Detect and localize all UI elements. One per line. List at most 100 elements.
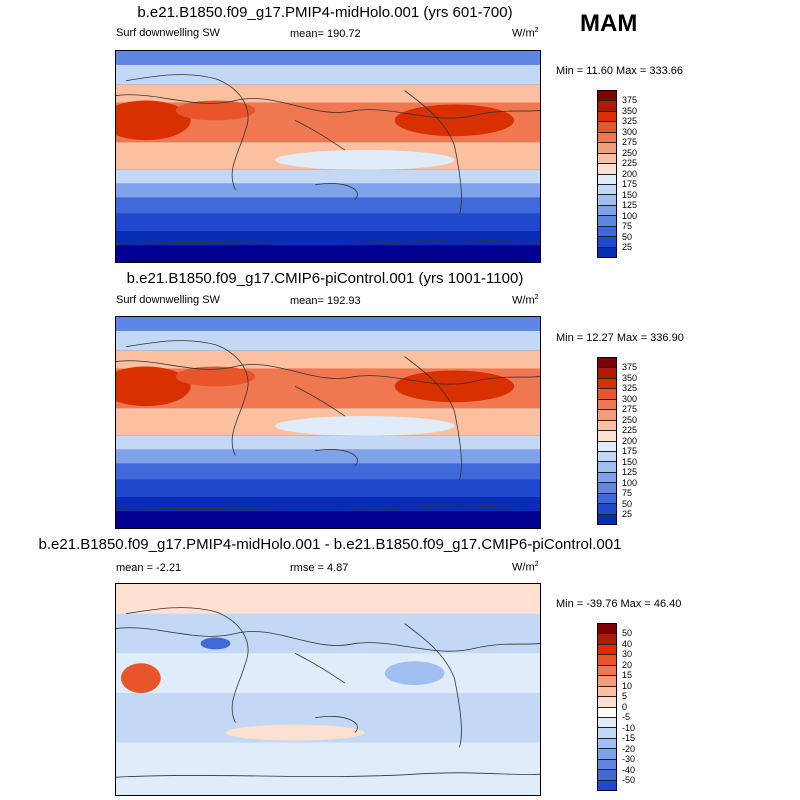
colorbar-tick-label: 275 — [622, 404, 638, 414]
colorbar-cell — [598, 111, 616, 123]
colorbar-cell — [598, 504, 616, 515]
colorbar-cell — [598, 237, 616, 248]
colorbar-cell — [598, 143, 616, 154]
colorbar-cell — [598, 399, 616, 411]
colorbar-tick-label: 200 — [622, 169, 638, 179]
colorbar-cell — [598, 358, 616, 369]
colorbar-cell — [598, 780, 616, 790]
colorbar-cell — [598, 676, 616, 687]
panel-1-mean: mean= 190.72 — [290, 28, 361, 40]
colorbar-cell — [598, 368, 616, 379]
colorbar-cell — [598, 759, 616, 771]
colorbar-tick-label: 250 — [622, 415, 638, 425]
colorbar-cell — [598, 686, 616, 698]
colorbar-cell — [598, 738, 616, 750]
colorbar-tick-label: -10 — [622, 723, 636, 733]
panel-1-colorbar — [597, 90, 617, 258]
panel-1-variable-label: Surf downwelling SW — [116, 27, 220, 39]
colorbar-cell — [598, 389, 616, 400]
colorbar-cell — [598, 431, 616, 442]
colorbar-tick-label: 250 — [622, 148, 638, 158]
panel-1-title: b.e21.B1850.f09_g17.PMIP4-midHolo.001 (y… — [137, 4, 513, 21]
colorbar-tick-label: 275 — [622, 137, 638, 147]
colorbar-tick-label: 325 — [622, 383, 638, 393]
panel-3-rmse: rmse = 4.87 — [290, 562, 349, 574]
colorbar-tick-label: 25 — [622, 242, 633, 252]
colorbar-tick-label: 125 — [622, 200, 638, 210]
panel-3-colorbar-labels: 50 40 30 20 15 10 5 0 -5 -10 -15 -20 -30… — [622, 623, 652, 791]
colorbar-cell — [598, 472, 616, 484]
colorbar-tick-label: 75 — [622, 488, 633, 498]
colorbar-cell — [598, 493, 616, 505]
colorbar-tick-label: 125 — [622, 467, 638, 477]
colorbar-tick-label: -40 — [622, 765, 636, 775]
panel-2-units: W/m2 — [512, 294, 539, 307]
panel-1-map — [115, 50, 541, 263]
colorbar-cell — [598, 410, 616, 421]
colorbar-tick-label: 300 — [622, 394, 638, 404]
colorbar-cell — [598, 184, 616, 196]
colorbar-tick-label: 150 — [622, 457, 638, 467]
colorbar-tick-label: 25 — [622, 509, 633, 519]
colorbar-cell — [598, 174, 616, 185]
panel-3-mean: mean = -2.21 — [116, 562, 182, 574]
colorbar-cell — [598, 634, 616, 645]
colorbar-cell — [598, 153, 616, 165]
colorbar-cell — [598, 216, 616, 227]
panel-2-title: b.e21.B1850.f09_g17.CMIP6-piControl.001 … — [126, 270, 524, 287]
colorbar-cell — [598, 205, 616, 217]
colorbar-tick-label: 50 — [622, 232, 633, 242]
panel-1-minmax: Min = 11.60 Max = 333.66 — [556, 65, 683, 77]
colorbar-cell — [598, 644, 616, 656]
panel-1-colorbar-labels: 375 350 325 300 275 250 225 200 175 150 … — [622, 90, 652, 258]
panel-2-colorbar-labels: 375 350 325 300 275 250 225 200 175 150 … — [622, 357, 652, 525]
colorbar-tick-label: 100 — [622, 211, 638, 221]
colorbar-cell — [598, 655, 616, 666]
colorbar-tick-label: 200 — [622, 436, 638, 446]
colorbar-tick-label: 375 — [622, 95, 638, 105]
colorbar-cell — [598, 420, 616, 432]
panel-2-mean: mean= 192.93 — [290, 295, 361, 307]
colorbar-cell — [598, 164, 616, 175]
colorbar-tick-label: 175 — [622, 179, 638, 189]
colorbar-cell — [598, 247, 616, 257]
colorbar-tick-label: 150 — [622, 190, 638, 200]
panel-3-colorbar — [597, 623, 617, 791]
colorbar-tick-label: 5 — [622, 691, 628, 701]
colorbar-cell — [598, 441, 616, 452]
colorbar-cell — [598, 749, 616, 760]
colorbar-tick-label: 375 — [622, 362, 638, 372]
colorbar-cell — [598, 483, 616, 494]
colorbar-tick-label: 350 — [622, 373, 638, 383]
colorbar-tick-label: -50 — [622, 775, 636, 785]
colorbar-cell — [598, 462, 616, 473]
panel-3-title: b.e21.B1850.f09_g17.PMIP4-midHolo.001 - … — [38, 536, 622, 553]
panel-2-map — [115, 316, 541, 529]
colorbar-cell — [598, 122, 616, 133]
colorbar-cell — [598, 717, 616, 729]
colorbar-cell — [598, 91, 616, 102]
colorbar-tick-label: 20 — [622, 660, 633, 670]
season-label: MAM — [580, 10, 638, 37]
colorbar-tick-label: 225 — [622, 425, 638, 435]
colorbar-cell — [598, 728, 616, 739]
colorbar-cell — [598, 451, 616, 463]
colorbar-cell — [598, 770, 616, 781]
colorbar-cell — [598, 195, 616, 206]
colorbar-cell — [598, 132, 616, 144]
colorbar-cell — [598, 378, 616, 390]
colorbar-tick-label: -30 — [622, 754, 636, 764]
panel-2-colorbar — [597, 357, 617, 525]
colorbar-tick-label: 10 — [622, 681, 633, 691]
colorbar-cell — [598, 697, 616, 708]
colorbar-tick-label: 75 — [622, 221, 633, 231]
panel-3-units: W/m2 — [512, 561, 539, 574]
colorbar-cell — [598, 665, 616, 677]
colorbar-cell — [598, 101, 616, 112]
colorbar-tick-label: 30 — [622, 649, 633, 659]
colorbar-tick-label: 40 — [622, 639, 633, 649]
colorbar-tick-label: 225 — [622, 158, 638, 168]
colorbar-tick-label: 175 — [622, 446, 638, 456]
colorbar-cell — [598, 707, 616, 718]
panel-2-variable-label: Surf downwelling SW — [116, 294, 220, 306]
